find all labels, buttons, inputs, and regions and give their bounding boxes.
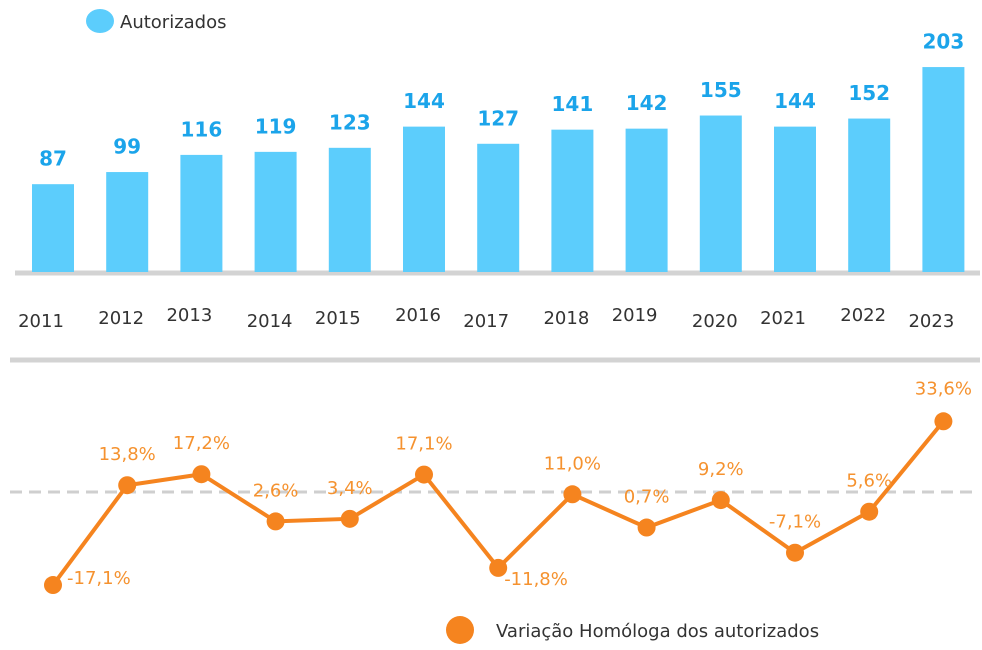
bar <box>922 67 965 272</box>
legend-swatch <box>86 9 114 33</box>
x-tick-label: 2021 <box>760 308 806 329</box>
legend-swatch <box>446 616 474 644</box>
x-tick-label: 2023 <box>908 311 954 332</box>
value-label: 2,6% <box>253 480 299 501</box>
value-label: 17,2% <box>173 433 230 454</box>
value-label: 9,2% <box>698 459 744 480</box>
bar <box>625 128 668 272</box>
legend-label: Variação Homóloga dos autorizados <box>496 621 819 642</box>
value-label: 99 <box>113 135 141 159</box>
x-tick-label: 2015 <box>315 308 361 329</box>
value-label: -11,8% <box>504 569 568 590</box>
value-label: 123 <box>329 110 371 134</box>
x-tick-label: 2011 <box>18 311 64 332</box>
x-tick-label: 2022 <box>840 305 886 326</box>
bar <box>32 184 74 272</box>
point <box>711 491 730 510</box>
value-label: 87 <box>39 147 67 171</box>
value-label: 203 <box>923 30 965 54</box>
value-label: 5,6% <box>846 471 892 492</box>
value-label: 152 <box>848 81 890 105</box>
x-tick-label: 2018 <box>543 308 589 329</box>
x-tick-label: 2016 <box>395 305 441 326</box>
value-label: 141 <box>552 92 594 116</box>
bar <box>551 129 594 272</box>
value-label: 3,4% <box>327 478 373 499</box>
point <box>415 465 433 484</box>
x-tick-label: 2012 <box>98 308 144 329</box>
bar <box>254 151 297 272</box>
bar <box>848 118 891 272</box>
bar <box>477 143 520 272</box>
point <box>860 502 879 521</box>
point <box>637 518 656 537</box>
point <box>489 558 508 577</box>
value-label: 33,6% <box>915 378 972 399</box>
x-tick-label: 2014 <box>247 311 293 332</box>
point <box>934 412 953 431</box>
value-label: 116 <box>181 117 223 141</box>
bar <box>774 126 816 272</box>
value-label: 17,1% <box>395 434 452 455</box>
value-label: 11,0% <box>544 453 601 474</box>
bar <box>106 172 149 272</box>
point <box>118 476 137 495</box>
point <box>44 576 62 595</box>
value-label: 144 <box>403 89 445 113</box>
x-tick-label: 2019 <box>612 305 658 326</box>
point <box>786 543 804 562</box>
point <box>192 465 211 484</box>
value-label: -17,1% <box>67 568 131 589</box>
bar <box>403 126 445 272</box>
value-label: 13,8% <box>99 444 156 465</box>
bar <box>180 154 223 272</box>
value-label: 119 <box>255 114 297 138</box>
value-label: -7,1% <box>769 512 821 533</box>
x-tick-label: 2020 <box>692 311 738 332</box>
x-tick-label: 2013 <box>166 305 212 326</box>
value-label: 144 <box>774 89 816 113</box>
point <box>266 512 285 531</box>
point <box>340 509 359 528</box>
value-label: 142 <box>626 91 668 115</box>
bar <box>699 115 742 273</box>
value-label: 127 <box>477 106 519 130</box>
legend-label: Autorizados <box>120 12 227 33</box>
value-label: 0,7% <box>624 487 670 508</box>
point <box>563 485 582 504</box>
bar <box>328 147 371 272</box>
value-label: 155 <box>700 78 742 102</box>
x-tick-label: 2017 <box>463 311 509 332</box>
